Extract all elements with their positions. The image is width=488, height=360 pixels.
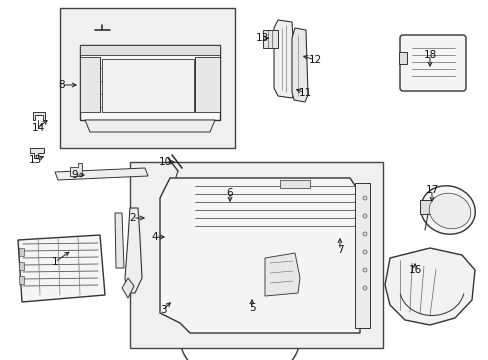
Circle shape [362, 286, 366, 290]
Bar [102, 59, 194, 112]
Polygon shape [85, 120, 215, 132]
Text: 18: 18 [423, 50, 436, 60]
Text: 7: 7 [336, 245, 343, 255]
Ellipse shape [428, 193, 470, 229]
Text: 12: 12 [308, 55, 321, 65]
Circle shape [362, 232, 366, 236]
Bar [80, 45, 220, 55]
Circle shape [362, 196, 366, 200]
Polygon shape [125, 208, 142, 293]
Polygon shape [30, 148, 44, 158]
Circle shape [362, 214, 366, 218]
Bar [19, 276, 24, 284]
Bar [60, 8, 235, 148]
Text: 15: 15 [28, 155, 41, 165]
Polygon shape [291, 28, 307, 102]
Polygon shape [18, 235, 105, 302]
Text: 5: 5 [248, 303, 255, 313]
Polygon shape [70, 163, 82, 176]
Bar [398, 52, 406, 64]
Polygon shape [33, 112, 45, 120]
Bar [19, 262, 24, 270]
Polygon shape [122, 278, 134, 298]
Bar [80, 45, 220, 120]
Text: 4: 4 [151, 232, 158, 242]
Polygon shape [160, 178, 359, 333]
Bar [263, 30, 278, 48]
Text: 10: 10 [158, 157, 171, 167]
Text: 3: 3 [160, 305, 166, 315]
Polygon shape [273, 20, 295, 98]
Ellipse shape [420, 186, 474, 234]
Bar [280, 180, 309, 188]
Text: 13: 13 [255, 33, 268, 43]
Polygon shape [115, 213, 124, 268]
Bar [354, 183, 369, 328]
Bar [80, 57, 100, 112]
Bar [19, 248, 24, 256]
Polygon shape [264, 253, 299, 296]
Bar [130, 162, 382, 348]
Bar [195, 57, 220, 112]
Polygon shape [384, 248, 474, 325]
Text: 17: 17 [425, 185, 438, 195]
Text: 16: 16 [407, 265, 421, 275]
Circle shape [362, 268, 366, 272]
Text: 11: 11 [298, 88, 311, 98]
Text: 14: 14 [31, 123, 44, 133]
Text: 1: 1 [52, 257, 58, 267]
Bar [419, 200, 437, 214]
FancyBboxPatch shape [399, 35, 465, 91]
Text: 9: 9 [72, 170, 78, 180]
Text: 2: 2 [129, 213, 136, 223]
Text: 6: 6 [226, 188, 233, 198]
Circle shape [362, 250, 366, 254]
Text: 8: 8 [59, 80, 65, 90]
Polygon shape [55, 168, 148, 180]
